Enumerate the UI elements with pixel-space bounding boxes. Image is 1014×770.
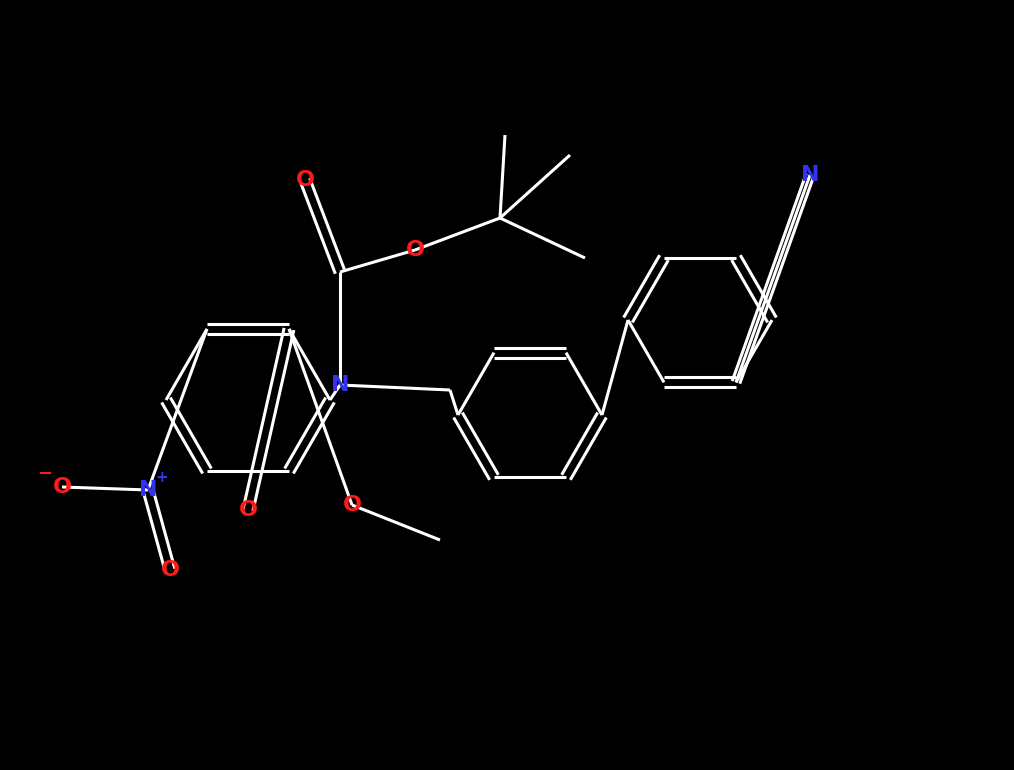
Text: O: O (406, 240, 425, 260)
Text: O: O (160, 560, 179, 580)
Text: O: O (53, 477, 72, 497)
Text: O: O (343, 495, 362, 515)
Text: N: N (331, 375, 349, 395)
Text: N: N (139, 480, 157, 500)
Text: O: O (238, 500, 258, 520)
Text: −: − (38, 465, 53, 483)
Text: N: N (801, 165, 819, 185)
Text: O: O (295, 170, 314, 190)
Text: +: + (155, 470, 168, 486)
